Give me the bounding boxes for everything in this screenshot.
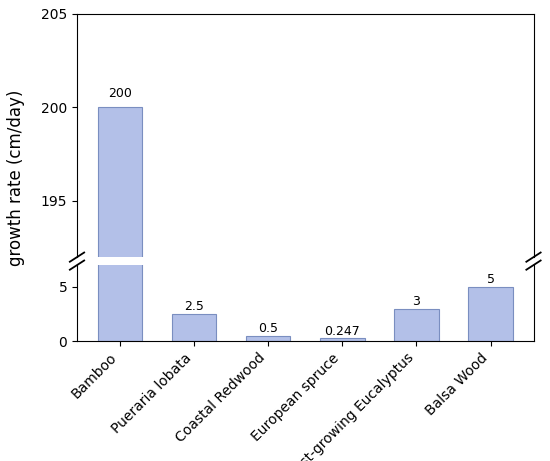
Text: 200: 200 [108, 87, 132, 100]
Text: 0.5: 0.5 [258, 322, 278, 335]
Text: 5: 5 [487, 273, 494, 286]
Bar [246, 336, 290, 341]
Bar [98, 107, 142, 461]
Text: 0.247: 0.247 [324, 325, 360, 337]
Text: 2.5: 2.5 [184, 300, 204, 313]
Bar [394, 308, 439, 341]
Bar [172, 314, 216, 341]
Text: growth rate (cm/day): growth rate (cm/day) [8, 89, 25, 266]
Bar [468, 287, 513, 341]
Text: 3: 3 [412, 295, 420, 307]
Bar [320, 338, 365, 341]
Bar [98, 0, 142, 341]
